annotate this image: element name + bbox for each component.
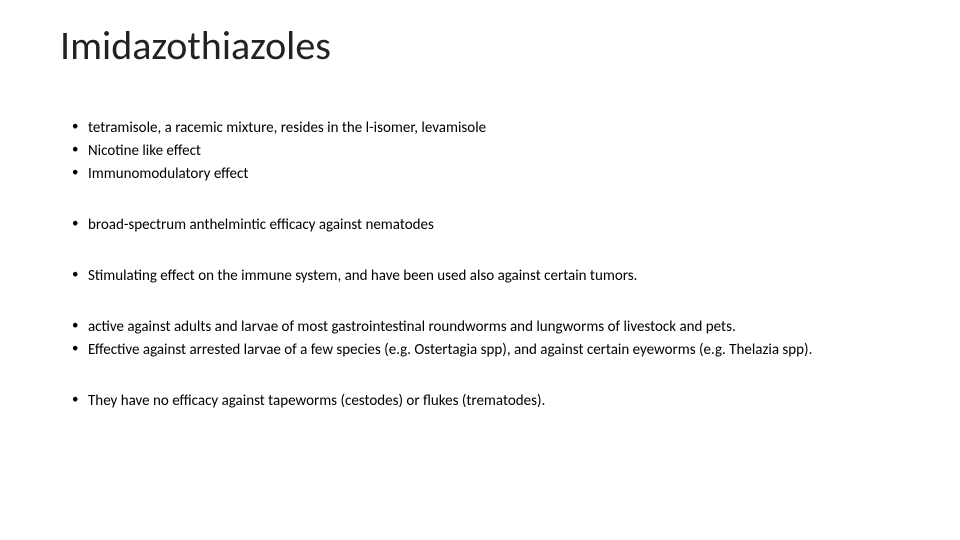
bullet-item: Effective against arrested larvae of a f…	[88, 340, 900, 363]
bullet-item: Immunomodulatory effect	[88, 164, 900, 187]
slide: Imidazothiazoles tetramisole, a racemic …	[0, 0, 960, 540]
spacer	[60, 289, 900, 317]
bullet-item: broad-spectrum anthelmintic efficacy aga…	[88, 215, 900, 238]
bullet-group-2: broad-spectrum anthelmintic efficacy aga…	[60, 215, 900, 238]
bullet-item: They have no efficacy against tapeworms …	[88, 391, 900, 414]
bullet-group-1: tetramisole, a racemic mixture, resides …	[60, 118, 900, 187]
bullet-group-3: Stimulating effect on the immune system,…	[60, 266, 900, 289]
bullet-item: active against adults and larvae of most…	[88, 317, 900, 340]
bullet-group-5: They have no efficacy against tapeworms …	[60, 391, 900, 414]
bullet-item: Stimulating effect on the immune system,…	[88, 266, 900, 289]
bullet-item: Nicotine like effect	[88, 141, 900, 164]
spacer	[60, 238, 900, 266]
spacer	[60, 187, 900, 215]
bullet-group-4: active against adults and larvae of most…	[60, 317, 900, 363]
spacer	[60, 363, 900, 391]
bullet-item: tetramisole, a racemic mixture, resides …	[88, 118, 900, 141]
slide-title: Imidazothiazoles	[60, 24, 900, 68]
